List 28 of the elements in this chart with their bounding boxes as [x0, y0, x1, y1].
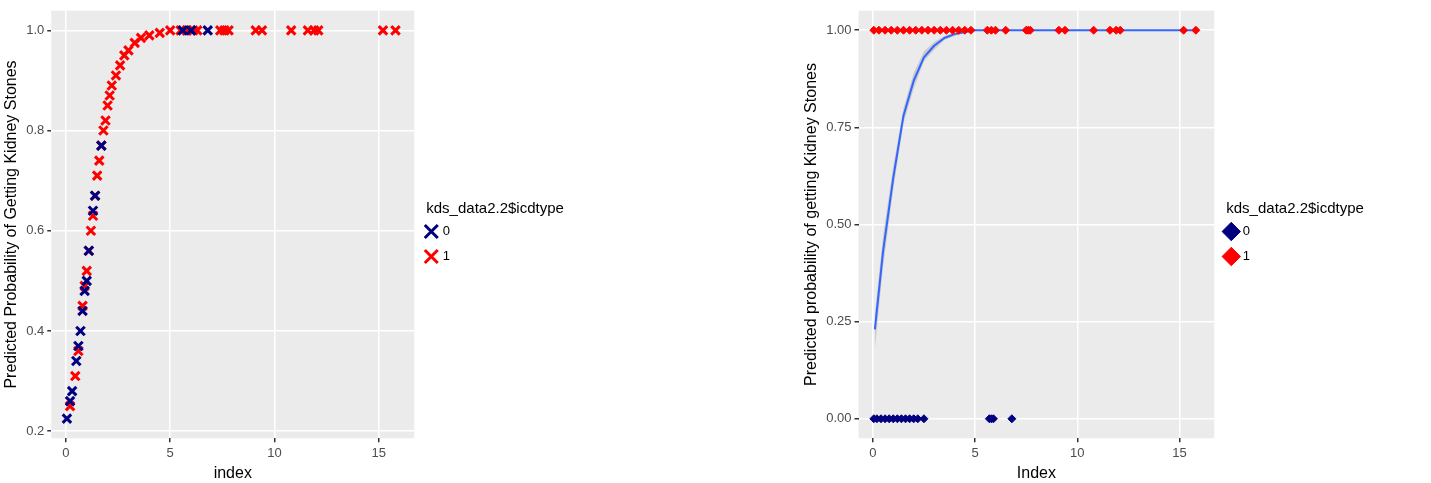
y-tick-label: 0.50 [826, 216, 852, 232]
y-tick-label: 0.4 [26, 322, 45, 338]
legend-title: kds_data2.2$icdtype [426, 199, 564, 216]
x-tick-label: 0 [62, 444, 70, 460]
legend-label: 0 [442, 223, 450, 239]
x-tick-label: 15 [371, 444, 387, 460]
y-tick-label: 1.00 [826, 21, 852, 37]
legend-label: 1 [442, 248, 450, 264]
y-tick-label: 0.75 [826, 118, 852, 134]
y-tick-label: 0.8 [26, 122, 45, 138]
x-tick-label: 10 [267, 444, 282, 460]
x-tick-label: 5 [166, 444, 174, 460]
x-tick-label: 0 [869, 444, 877, 460]
y-axis-title: Predicted probability of getting Kidney Stones [802, 63, 820, 386]
legend-label: 0 [1242, 223, 1250, 239]
x-tick-label: 15 [1172, 444, 1187, 460]
y-tick-label: 0.2 [26, 422, 45, 438]
x-axis-title: index [213, 463, 252, 481]
y-tick-label: 1.0 [26, 21, 45, 37]
y-axis-title: Predicted Probability of Getting Kidney Stones [2, 60, 20, 389]
y-tick-label: 0.25 [826, 313, 852, 329]
y-tick-label: 0.6 [26, 222, 45, 238]
y-tick-label: 0.00 [826, 410, 852, 426]
x-axis-title: Index [1016, 463, 1056, 481]
x-tick-label: 10 [1070, 444, 1085, 460]
legend-label: 1 [1242, 248, 1250, 264]
legend-title: kds_data2.2$icdtype [1226, 199, 1364, 216]
x-tick-label: 5 [971, 444, 979, 460]
